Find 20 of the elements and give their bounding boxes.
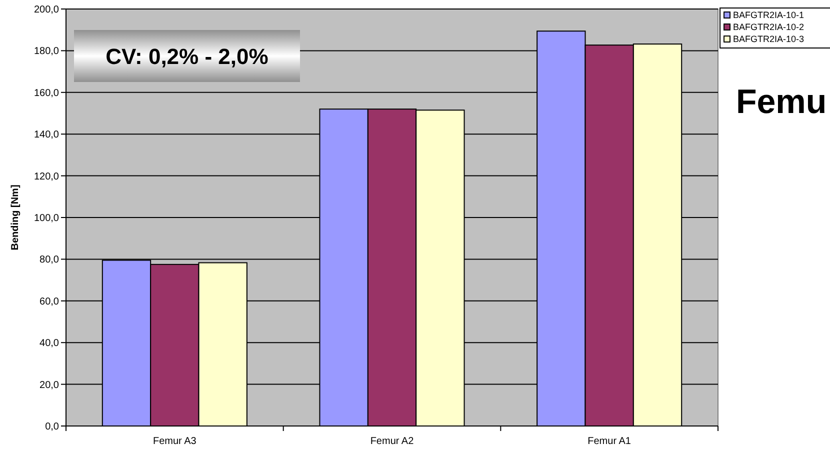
- y-tick-label: 200,0: [34, 4, 60, 16]
- legend-label: BAFGTR2IA-10-3: [733, 34, 804, 44]
- y-tick-label: 40,0: [40, 338, 60, 350]
- legend-label: BAFGTR2IA-10-1: [733, 10, 804, 20]
- x-tick-label: Femur A1: [588, 436, 632, 447]
- y-tick-label: 100,0: [34, 213, 60, 224]
- text: Femu: [736, 83, 827, 121]
- y-tick-label: 180,0: [34, 46, 60, 58]
- y-tick-label: 0,0: [45, 422, 60, 432]
- y-tick-label: 140,0: [34, 130, 60, 141]
- y-tick-label: 80,0: [40, 254, 60, 266]
- x-tick-label: Femur A2: [370, 436, 414, 447]
- y-axis-title: Bending [Nm]: [10, 184, 21, 250]
- y-tick-label: 120,0: [34, 171, 60, 182]
- y-tick-label: 20,0: [40, 380, 60, 391]
- x-tick-label: Femur A3: [152, 436, 197, 447]
- y-tick-label: 60,0: [40, 296, 60, 308]
- annotation: CV: 0,2% - 2,0%: [106, 44, 268, 69]
- legend-label: BAFGTR2IA-10-2: [733, 22, 804, 32]
- y-tick-label: 160,0: [34, 88, 60, 99]
